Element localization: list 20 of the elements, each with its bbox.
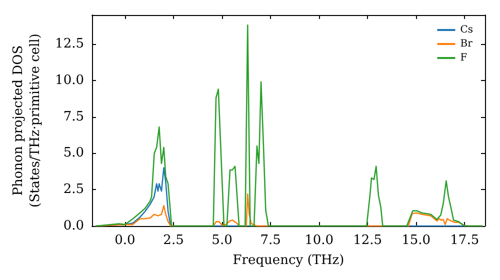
x-tick-label: 12.5 bbox=[353, 233, 382, 248]
x-tick-label: 5.0 bbox=[212, 233, 232, 248]
x-axis-title: Frequency (THz) bbox=[232, 252, 344, 268]
x-tick-label: 2.5 bbox=[163, 233, 184, 248]
x-tick-label: 17.5 bbox=[450, 233, 480, 248]
y-tick-label: 7.5 bbox=[63, 109, 84, 124]
x-tick-label: 10.0 bbox=[304, 233, 334, 248]
line-series bbox=[95, 24, 483, 227]
legend-label: Cs bbox=[460, 24, 474, 36]
y-tick-label: 10.0 bbox=[55, 72, 84, 88]
y-tick-label: 0.0 bbox=[63, 218, 84, 234]
y-axis-title: Phonon projected DOS (States/THz·primitive cell) bbox=[11, 33, 43, 208]
x-tick-label: 0.0 bbox=[114, 233, 136, 248]
y-tick-label: 2.5 bbox=[63, 182, 84, 198]
legend-label: Br bbox=[460, 38, 473, 50]
x-tick-label: 15.0 bbox=[402, 233, 431, 248]
x-tick-label: 7.5 bbox=[260, 233, 281, 248]
y-tick-label: 12.5 bbox=[55, 36, 84, 52]
y-tick-label: 5.0 bbox=[63, 146, 84, 161]
legend-label: F bbox=[460, 52, 468, 64]
